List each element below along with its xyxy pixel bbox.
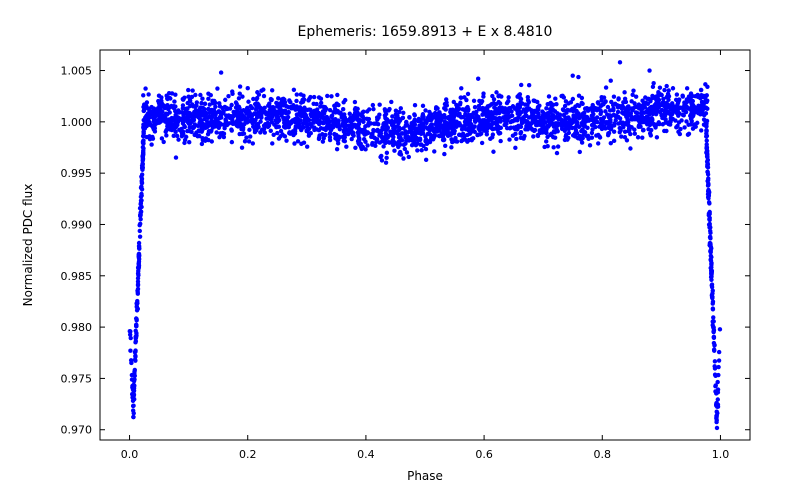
chart-container: 0.0 0.2 0.4 0.6 0.8 1.0 0.970 0.975 0.980 0.985 0…: [0, 0, 800, 500]
y-axis-label: Normalized PDC flux: [21, 184, 35, 307]
phase-flux-scatter: 0.0 0.2 0.4 0.6 0.8 1.0 0.970 0.975 0.980 0.985 0…: [0, 0, 800, 500]
y-tick-label: 0.980: [61, 321, 93, 334]
y-tick-label: 0.970: [61, 424, 93, 437]
x-tick-label: 0.2: [239, 448, 257, 461]
x-tick-label: 0.6: [475, 448, 493, 461]
x-axis-label: Phase: [407, 469, 443, 483]
x-tick-label: 1.0: [712, 448, 730, 461]
x-tick-label: 0.4: [357, 448, 375, 461]
chart-title: Ephemeris: 1659.8913 + E x 8.4810: [298, 24, 553, 40]
chart-background: [0, 0, 800, 500]
x-tick-label: 0.0: [121, 448, 139, 461]
y-tick-label: 1.000: [61, 116, 93, 129]
y-tick-label: 0.985: [61, 270, 93, 283]
x-tick-label: 0.8: [594, 448, 612, 461]
y-tick-label: 1.005: [61, 65, 93, 78]
y-tick-label: 0.995: [61, 167, 93, 180]
y-tick-label: 0.990: [61, 218, 93, 231]
y-tick-label: 0.975: [61, 372, 93, 385]
